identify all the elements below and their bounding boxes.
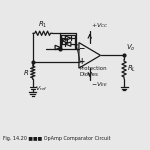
Text: $R_1$: $R_1$ xyxy=(38,20,47,30)
Text: $+V_{CC}$: $+V_{CC}$ xyxy=(91,21,109,30)
Text: $V_o$: $V_o$ xyxy=(126,43,135,53)
Text: $R_L$: $R_L$ xyxy=(127,64,136,74)
Text: −: − xyxy=(78,45,84,54)
Text: $V_{ref}$: $V_{ref}$ xyxy=(35,84,48,93)
Text: Fig. 14.20 ■■■ OpAmp Comparator Circuit: Fig. 14.20 ■■■ OpAmp Comparator Circuit xyxy=(3,136,111,141)
Text: +: + xyxy=(78,57,84,66)
Text: $-V_{EE}$: $-V_{EE}$ xyxy=(91,80,108,89)
Text: Protection
Diodes: Protection Diodes xyxy=(80,66,108,77)
Text: $R$: $R$ xyxy=(23,68,29,77)
